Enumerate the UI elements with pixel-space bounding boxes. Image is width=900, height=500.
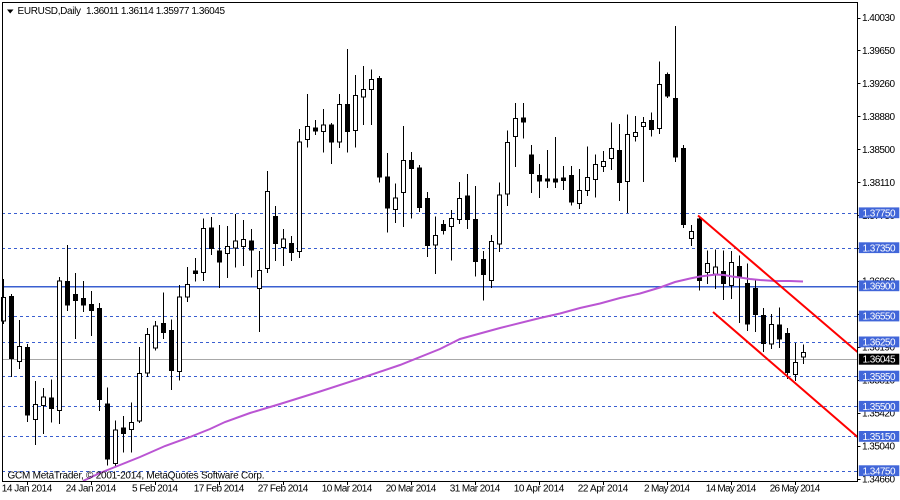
svg-text:1.34660: 1.34660 <box>862 474 895 485</box>
svg-text:20 Mar 2014: 20 Mar 2014 <box>386 484 437 495</box>
svg-text:1.39650: 1.39650 <box>862 46 895 57</box>
svg-text:1.38500: 1.38500 <box>862 145 895 156</box>
svg-text:1.35040: 1.35040 <box>862 442 895 453</box>
svg-text:1.38880: 1.38880 <box>862 112 895 123</box>
svg-text:22 Apr 2014: 22 Apr 2014 <box>578 484 629 495</box>
svg-text:1.36045: 1.36045 <box>863 355 896 366</box>
svg-text:1.36011 1.36114 1.35977 1.3604: 1.36011 1.36114 1.35977 1.36045 <box>86 6 225 17</box>
svg-text:5 Feb 2014: 5 Feb 2014 <box>132 484 178 495</box>
svg-text:1.38110: 1.38110 <box>862 178 895 189</box>
svg-text:31 Mar 2014: 31 Mar 2014 <box>450 484 501 495</box>
svg-text:1.36900: 1.36900 <box>863 282 896 293</box>
svg-text:24 Jan 2014: 24 Jan 2014 <box>66 484 117 495</box>
svg-text:EURUSD,Daily: EURUSD,Daily <box>18 6 82 17</box>
svg-text:10 Mar 2014: 10 Mar 2014 <box>322 484 373 495</box>
svg-text:1.36190: 1.36190 <box>862 343 895 354</box>
svg-text:1.35850: 1.35850 <box>863 372 896 383</box>
svg-text:1.40030: 1.40030 <box>862 13 895 24</box>
svg-text:1.35150: 1.35150 <box>863 432 896 443</box>
svg-text:1.34750: 1.34750 <box>863 466 896 477</box>
svg-text:14 Jan 2014: 14 Jan 2014 <box>2 484 53 495</box>
svg-text:1.37750: 1.37750 <box>863 209 896 220</box>
svg-text:26 May 2014: 26 May 2014 <box>770 484 821 495</box>
svg-text:27 Feb 2014: 27 Feb 2014 <box>258 484 309 495</box>
svg-text:10 Apr 2014: 10 Apr 2014 <box>514 484 565 495</box>
svg-text:1.39260: 1.39260 <box>862 79 895 90</box>
svg-text:1.37350: 1.37350 <box>863 243 896 254</box>
svg-text:1.35420: 1.35420 <box>862 409 895 420</box>
svg-text:1.36550: 1.36550 <box>863 312 896 323</box>
svg-text:1.36250: 1.36250 <box>863 338 896 349</box>
svg-text:GCM MetaTrader, © 2001-2014, M: GCM MetaTrader, © 2001-2014, MetaQuotes … <box>8 471 265 482</box>
svg-text:17 Feb 2014: 17 Feb 2014 <box>194 484 245 495</box>
svg-text:1.35500: 1.35500 <box>863 402 896 413</box>
svg-text:2 May 2014: 2 May 2014 <box>644 484 690 495</box>
svg-text:14 May 2014: 14 May 2014 <box>706 484 757 495</box>
